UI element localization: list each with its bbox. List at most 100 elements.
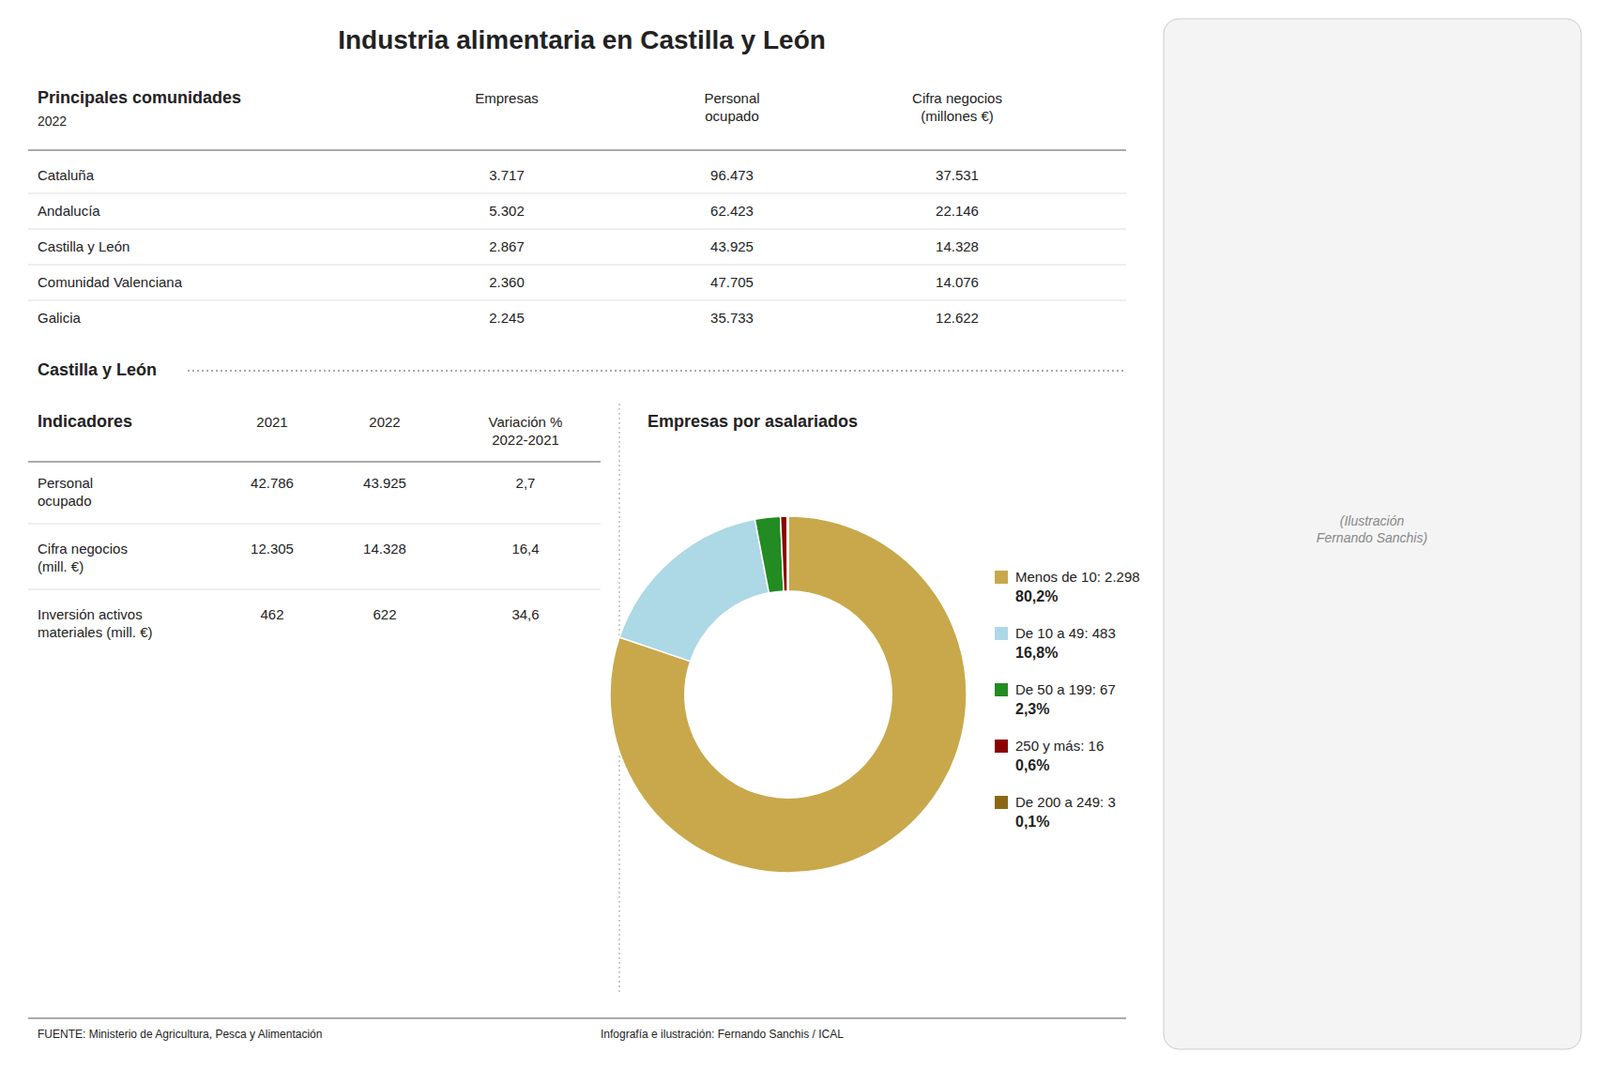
row-label: Galicia <box>37 309 82 326</box>
slice-category: 250 y más: 16 <box>1015 737 1104 754</box>
row-label-line: Comunidad Valenciana <box>37 274 183 290</box>
data-label-line: 80,2% <box>1015 588 1058 605</box>
table-cell-line: 462 <box>259 606 284 623</box>
column-header-line: Empresas <box>474 90 539 107</box>
slice-category-line: De 200 a 249: 3 <box>1015 793 1116 810</box>
slice-category: Menos de 10: 2.298 <box>1015 568 1141 585</box>
row-label-line: ocupado <box>37 492 92 509</box>
table-cell: 5.302 <box>488 202 525 219</box>
row-label-line: materiales (mill. €) <box>37 624 153 640</box>
column-header-line: (millones €) <box>920 107 994 124</box>
header-rule <box>28 150 1127 152</box>
chart-title: Empresas por asalariados <box>647 411 858 431</box>
table-cell-line: 16,4 <box>511 540 539 557</box>
table-cell-line: 12.305 <box>250 540 294 557</box>
column-header: 2022 <box>368 413 400 430</box>
table-subtitle-line: 2022 <box>37 113 67 129</box>
donut-slice <box>787 516 789 592</box>
table-cell: 42.786 <box>250 474 294 491</box>
label-swatch <box>994 570 1008 584</box>
column-header-line: ocupado <box>704 107 760 124</box>
donut-slice <box>754 516 784 594</box>
row-label: Andalucía <box>37 202 101 219</box>
table-cell: 12.622 <box>935 309 979 326</box>
footer-credit-line: Infografía e ilustración: Fernando Sanch… <box>600 1027 844 1041</box>
table-cell-line: 22.146 <box>935 202 979 219</box>
column-header-line: 2022 <box>368 413 400 430</box>
header-rule <box>28 461 601 463</box>
column-header: Cifra negocios(millones €) <box>912 90 1003 124</box>
illustration-note: (IlustraciónFernando Sanchis) <box>1316 513 1428 546</box>
row-label: Personalocupado <box>37 474 93 509</box>
row-label: Cataluña <box>37 167 95 183</box>
column-header: 2021 <box>256 413 288 430</box>
data-label: 0,1% <box>1015 813 1050 830</box>
column-header-line: 2022-2021 <box>491 431 560 448</box>
table-cell: 462 <box>259 606 284 623</box>
row-label-line: Personal <box>37 474 93 491</box>
footer-credit: Infografía e ilustración: Fernando Sanch… <box>600 1027 844 1041</box>
table-cell-line: 14.076 <box>935 274 979 290</box>
table-cell-line: 42.786 <box>250 474 294 491</box>
slice-labels: Menos de 10: 2.298 80,2% De 10 a 49: 483 16… <box>994 568 1141 830</box>
footer-rule <box>28 1018 1127 1020</box>
table-cell-line: 37.531 <box>935 167 979 183</box>
table-cell: 14.328 <box>935 238 979 255</box>
row-label-line: (mill. €) <box>37 558 84 575</box>
page-title-line: Industria alimentaria en Castilla y León <box>337 25 826 55</box>
column-header-line: Variación % <box>488 413 564 430</box>
column-header: Empresas <box>474 90 539 107</box>
section-header: Castilla y León <box>37 360 157 380</box>
table-cell: 2.245 <box>488 309 525 326</box>
footer-source-line: FUENTE: Ministerio de Agricultura, Pesca… <box>37 1027 322 1041</box>
page-title: Industria alimentaria en Castilla y León <box>337 25 826 55</box>
data-label-line: 2,3% <box>1015 700 1050 717</box>
row-label-line: Galicia <box>37 309 82 326</box>
row-label-line: Cifra negocios <box>37 540 128 557</box>
row-label-line: Inversión activos <box>37 606 143 623</box>
communities-table: Principales comunidades 2022 Empresas Perso… <box>28 88 1127 326</box>
slice-category-line: De 50 a 199: 67 <box>1015 681 1116 698</box>
table-cell: 35.733 <box>710 309 754 326</box>
row-label-line: Cataluña <box>37 167 95 183</box>
infographic: Industria alimentaria en Castilla y León… <box>28 18 1582 1050</box>
illustration-note-line: (Ilustración <box>1340 513 1405 529</box>
footer-source: FUENTE: Ministerio de Agricultura, Pesca… <box>37 1027 322 1041</box>
row-divider <box>28 264 1127 266</box>
table-cell: 622 <box>372 606 397 623</box>
table-cell-line: 12.622 <box>935 309 979 326</box>
table-cell-line: 2.867 <box>488 238 525 255</box>
column-header-line: 2021 <box>256 413 288 430</box>
slice-category: De 200 a 249: 3 <box>1015 793 1116 810</box>
table-cell: 43.925 <box>363 474 407 491</box>
slice-category-line: De 10 a 49: 483 <box>1015 624 1116 641</box>
label-swatch <box>994 683 1008 697</box>
row-label-line: Andalucía <box>37 202 101 219</box>
slice-category: De 50 a 199: 67 <box>1015 681 1116 698</box>
donut-slice <box>619 518 769 661</box>
table-cell: 2.360 <box>488 274 525 290</box>
row-divider <box>28 300 1127 302</box>
table-cell-line: 96.473 <box>710 167 754 183</box>
table-cell: 12.305 <box>250 540 294 557</box>
table-cell-line: 622 <box>372 606 397 623</box>
table-cell: 14.328 <box>363 540 407 557</box>
column-header: Personalocupado <box>703 90 760 124</box>
table-cell: 62.423 <box>710 202 754 219</box>
data-label: 16,8% <box>1015 644 1058 661</box>
table-cell: 14.076 <box>935 274 979 290</box>
data-label-line: 16,8% <box>1015 644 1058 661</box>
donut-slices <box>609 516 967 873</box>
slice-category-line: Menos de 10: 2.298 <box>1015 568 1141 585</box>
data-label-line: 0,6% <box>1015 757 1050 774</box>
donut-chart: Empresas por asalariados Menos de 10: 2.2… <box>609 411 1141 873</box>
row-divider <box>28 589 601 591</box>
table-cell-line: 14.328 <box>935 238 979 255</box>
row-label: Cifra negocios(mill. €) <box>37 540 128 575</box>
table-cell: 43.925 <box>710 238 754 255</box>
table-cell: 3.717 <box>488 167 525 183</box>
table-title-line: Principales comunidades <box>37 88 242 107</box>
table-cell: 16,4 <box>511 540 539 557</box>
table-cell: 47.705 <box>710 274 754 290</box>
data-label-line: 0,1% <box>1015 813 1050 830</box>
